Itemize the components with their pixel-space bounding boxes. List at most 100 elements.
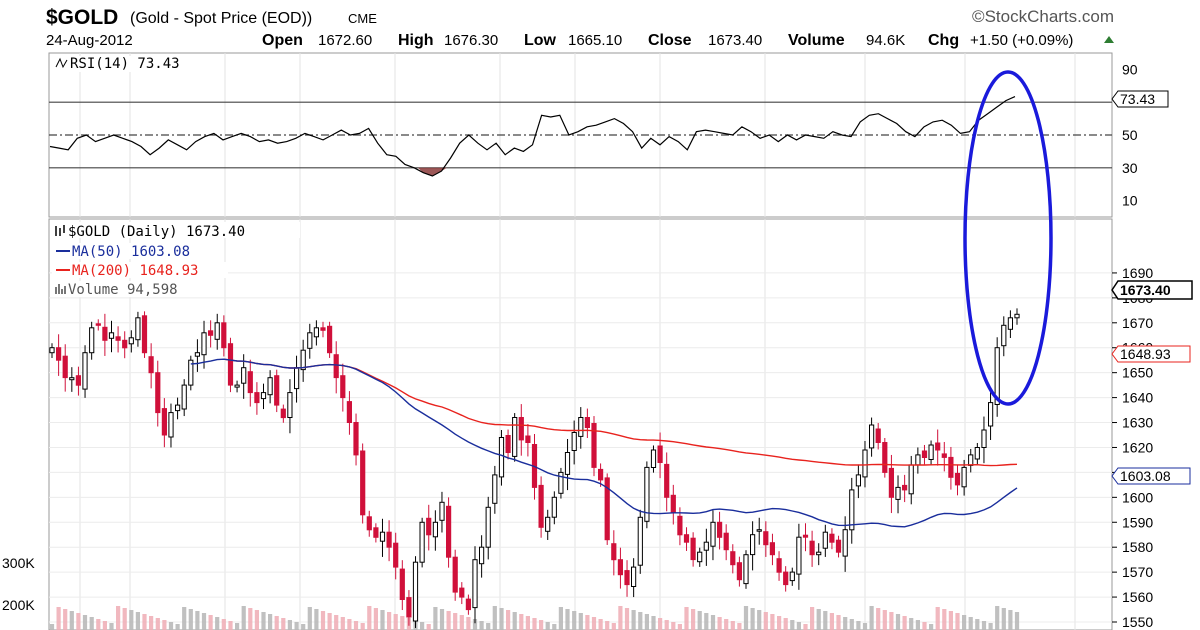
candle-body: [446, 505, 452, 558]
up-triangle-icon: [1104, 36, 1114, 43]
candle-body: [346, 401, 352, 424]
volume-bar: [1001, 608, 1006, 630]
candle-body: [135, 317, 141, 341]
volume-bar: [565, 609, 570, 630]
candle-body: [789, 571, 795, 582]
candle-body: [961, 466, 967, 488]
volume-bar: [49, 624, 55, 630]
candle-body: [512, 417, 518, 457]
volume-bar: [796, 622, 801, 630]
candle-body: [584, 417, 590, 428]
candle-body: [802, 534, 809, 538]
candle-body: [366, 516, 372, 531]
volume-bar: [155, 618, 160, 630]
candle-body: [763, 531, 769, 546]
volume-bar: [268, 614, 273, 630]
volume-bar: [552, 624, 557, 630]
volume-bar: [201, 613, 207, 630]
volume-bar: [829, 613, 834, 630]
volume-bar: [895, 614, 901, 630]
volume-bar: [975, 619, 980, 630]
volume-bar: [684, 607, 689, 630]
open-label: Open: [262, 32, 303, 49]
volume-bar: [968, 617, 973, 630]
close-label: Close: [648, 32, 692, 49]
volume-bar: [810, 607, 815, 630]
volume-bar: [208, 615, 213, 630]
low-value: 1665.10: [568, 32, 622, 49]
candle-body: [234, 384, 240, 388]
candle-body: [617, 559, 623, 576]
price-tick-label: 1580: [1122, 539, 1153, 555]
candle-body: [564, 452, 571, 475]
open-value: 1672.60: [318, 32, 372, 49]
volume-bar: [472, 619, 478, 630]
volume-bar: [664, 620, 669, 630]
volume-bar: [836, 615, 841, 630]
volume-bar: [545, 622, 550, 630]
volume-bar: [466, 617, 471, 630]
candle-body: [274, 375, 280, 406]
volume-bar: [519, 614, 524, 630]
candle-body: [578, 417, 584, 437]
volume-tick-label: 300K: [2, 555, 35, 571]
candle-body: [558, 471, 564, 494]
candle-body: [102, 326, 108, 341]
volume-bar: [433, 607, 438, 630]
candle-body: [465, 598, 471, 611]
candle-body: [591, 423, 597, 468]
highlight-ellipse: [963, 70, 1053, 406]
candle-body: [849, 489, 855, 531]
volume-bar: [400, 616, 405, 630]
low-label: Low: [524, 32, 557, 49]
rsi-legend-icon: [55, 57, 68, 69]
candle-body: [895, 486, 901, 500]
candle-body: [551, 496, 557, 518]
candle-body: [439, 501, 445, 521]
volume-bar: [1014, 612, 1020, 630]
candle-body: [128, 337, 134, 345]
volume-bar: [486, 623, 491, 630]
volume-bar: [420, 622, 425, 630]
ma200-legend: MA(200) 1648.93: [72, 263, 198, 279]
candle-body: [498, 437, 505, 478]
volume-bar: [96, 619, 101, 630]
candle-body: [908, 464, 914, 495]
candle-body: [697, 551, 703, 563]
rsi-current-label: 73.43: [1120, 91, 1155, 107]
candle-body: [479, 546, 485, 565]
volume-bar: [651, 616, 656, 630]
candle-body: [683, 534, 690, 543]
candle-body: [148, 356, 154, 374]
volume-bar: [922, 622, 927, 630]
candle-body: [287, 392, 293, 419]
ma200-value-label: 1648.93: [1120, 346, 1171, 362]
volume-bar: [525, 616, 530, 630]
volume-bar: [76, 613, 81, 630]
price-tick-label: 1620: [1122, 439, 1153, 455]
volume-bar: [591, 617, 597, 630]
candle-body: [181, 384, 187, 410]
candle-body: [267, 377, 273, 396]
volume-bar: [69, 611, 74, 630]
price-tick-label: 1570: [1122, 564, 1153, 580]
volume-bar: [770, 614, 775, 630]
candle-body: [1007, 317, 1013, 330]
volume-bar: [175, 624, 180, 630]
rsi-current-marker: 73.43: [1111, 90, 1169, 108]
volume-bar: [1008, 610, 1013, 630]
candle-body: [300, 349, 306, 371]
candle-body: [485, 506, 491, 548]
candle-body: [82, 352, 88, 390]
volume-bar: [122, 608, 127, 630]
candle-body: [492, 474, 498, 504]
volume-bar: [644, 614, 649, 630]
volume-bar: [942, 609, 947, 630]
volume-bar: [287, 620, 292, 630]
candle-body: [459, 587, 465, 598]
volume-bar: [82, 615, 88, 630]
volume-bar: [367, 606, 372, 630]
price-tick-label: 1630: [1122, 415, 1153, 431]
volume-bar: [763, 612, 768, 630]
volume-bar: [717, 617, 722, 630]
